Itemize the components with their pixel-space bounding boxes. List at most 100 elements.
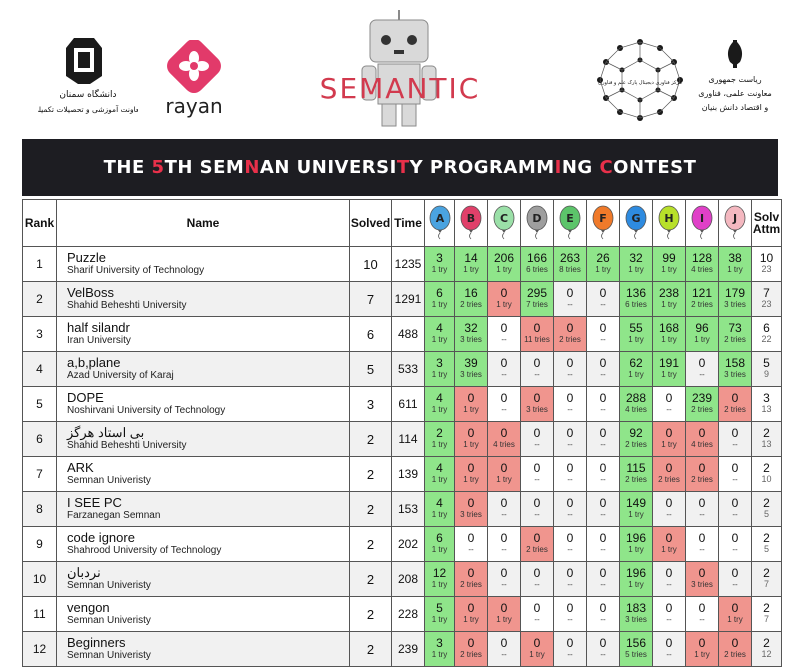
problem-time: 0 (500, 321, 508, 335)
balloon-icon: E (559, 205, 581, 240)
problem-time: 0 (599, 636, 607, 650)
problem-header-j[interactable]: J (718, 199, 752, 247)
contest-title-banner: THE 5TH SEMNAN UNIVERSITY PROGRAMMING CO… (22, 139, 778, 196)
problem-time: 38 (728, 251, 742, 265)
problem-header-a[interactable]: A (424, 199, 455, 247)
problem-time: 0 (500, 461, 508, 475)
problem-time: 0 (566, 321, 574, 335)
time-cell: 208 (391, 561, 425, 597)
problem-time: 0 (566, 286, 574, 300)
problem-cell-i: 239 2 tries (685, 386, 719, 422)
table-row[interactable]: 1 Puzzle Sharif University of Technology 10… (22, 246, 782, 282)
time-header[interactable]: Time (391, 199, 425, 247)
problem-tries: -- (600, 370, 606, 379)
problem-tries: 1 try (496, 615, 512, 624)
attm-label: Attm (752, 222, 781, 236)
problem-tries: 1 try (694, 650, 710, 659)
team-name: a,b,plane (67, 355, 121, 370)
team-name: I SEE PC (67, 495, 122, 510)
table-row[interactable]: 12 Beginners Semnan Univeristy 2 239 3 1 try 0 2… (22, 631, 782, 667)
balloon-icon: J (724, 205, 746, 240)
problem-cell-i: 96 1 try (685, 316, 719, 352)
table-row[interactable]: 4 a,b,plane Azad University of Karaj 5 533 3 1… (22, 351, 782, 387)
solved-cell: 2 (349, 526, 392, 562)
problem-cell-b: 39 3 tries (454, 351, 488, 387)
problem-cell-j: 38 1 try (718, 246, 752, 282)
table-row[interactable]: 6 بی استاد هرگز Shahid Beheshti University… (22, 421, 782, 457)
table-row[interactable]: 3 half silandr Iran University 6 488 4 1 try 32… (22, 316, 782, 352)
problem-letter: J (732, 212, 737, 225)
problem-tries: -- (534, 475, 540, 484)
semantic-logo: SEMANTIC (320, 10, 478, 127)
problem-time: 6 (436, 531, 443, 545)
solv-attm-header[interactable]: Solv Attm (751, 199, 782, 247)
table-row[interactable]: 2 VelBoss Shahid Beheshti University 7 1291 6… (22, 281, 782, 317)
problem-header-b[interactable]: B (454, 199, 488, 247)
problem-time: 0 (599, 461, 607, 475)
problem-header-f[interactable]: F (586, 199, 620, 247)
problem-header-g[interactable]: G (619, 199, 653, 247)
problem-cell-g: 55 1 try (619, 316, 653, 352)
problem-time: 0 (698, 601, 706, 615)
problem-tries: 2 tries (724, 405, 746, 414)
rank-header[interactable]: Rank (22, 199, 57, 247)
balloon-icon: F (592, 205, 614, 240)
solved-cell: 7 (349, 281, 392, 317)
problem-time: 0 (533, 566, 541, 580)
problem-cell-j: 179 3 tries (718, 281, 752, 317)
title-part-red: 5 (151, 157, 165, 178)
problem-header-h[interactable]: H (652, 199, 686, 247)
solv-attm-cell: 2 12 (751, 631, 782, 667)
table-row[interactable]: 7 ARK Semnan Univeristy 2 139 4 1 try 0 1 try 0 1 … (22, 456, 782, 492)
solved-count: 2 (763, 636, 770, 650)
problem-time: 0 (731, 636, 739, 650)
problem-time: 4 (436, 496, 443, 510)
name-header[interactable]: Name (56, 199, 350, 247)
solved-count: 2 (763, 461, 770, 475)
rayan-text: rayan (165, 94, 222, 118)
problem-cell-a: 12 1 try (424, 561, 455, 597)
table-row[interactable]: 10 نردبان Semnan Univeristy 2 208 12 1 try 0 2 t… (22, 561, 782, 597)
problem-time: 26 (596, 251, 610, 265)
problem-tries: -- (699, 545, 705, 554)
time-cell: 139 (391, 456, 425, 492)
problem-tries: 4 tries (493, 440, 515, 449)
problem-tries: -- (699, 615, 705, 624)
table-row[interactable]: 11 vengon Semnan Univeristy 2 228 5 1 try 0 1 tr… (22, 596, 782, 632)
attempt-count: 7 (763, 579, 769, 589)
problem-time: 0 (599, 321, 607, 335)
problem-header-e[interactable]: E (553, 199, 587, 247)
problem-header-i[interactable]: I (685, 199, 719, 247)
problem-header-d[interactable]: D (520, 199, 554, 247)
problem-time: 0 (500, 566, 508, 580)
problem-tries: 1 try (496, 475, 512, 484)
problem-tries: 4 tries (691, 265, 713, 274)
problem-cell-d: 0 -- (520, 351, 554, 387)
table-row[interactable]: 9 code ignore Shahrood University of Techn… (22, 526, 782, 562)
team-university: Semnan Univeristy (67, 650, 151, 661)
problem-cell-h: 0 -- (652, 491, 686, 527)
problem-header-c[interactable]: C (487, 199, 521, 247)
problem-time: 4 (436, 461, 443, 475)
problem-cell-j: 73 2 tries (718, 316, 752, 352)
problem-letter: G (631, 212, 640, 225)
problem-tries: 1 try (595, 265, 611, 274)
solved-header[interactable]: Solved (349, 199, 392, 247)
problem-cell-d: 166 6 tries (520, 246, 554, 282)
problem-cell-g: 136 6 tries (619, 281, 653, 317)
problem-cell-h: 0 -- (652, 631, 686, 667)
table-row[interactable]: 5 DOPE Noshirvani University of Technology… (22, 386, 782, 422)
